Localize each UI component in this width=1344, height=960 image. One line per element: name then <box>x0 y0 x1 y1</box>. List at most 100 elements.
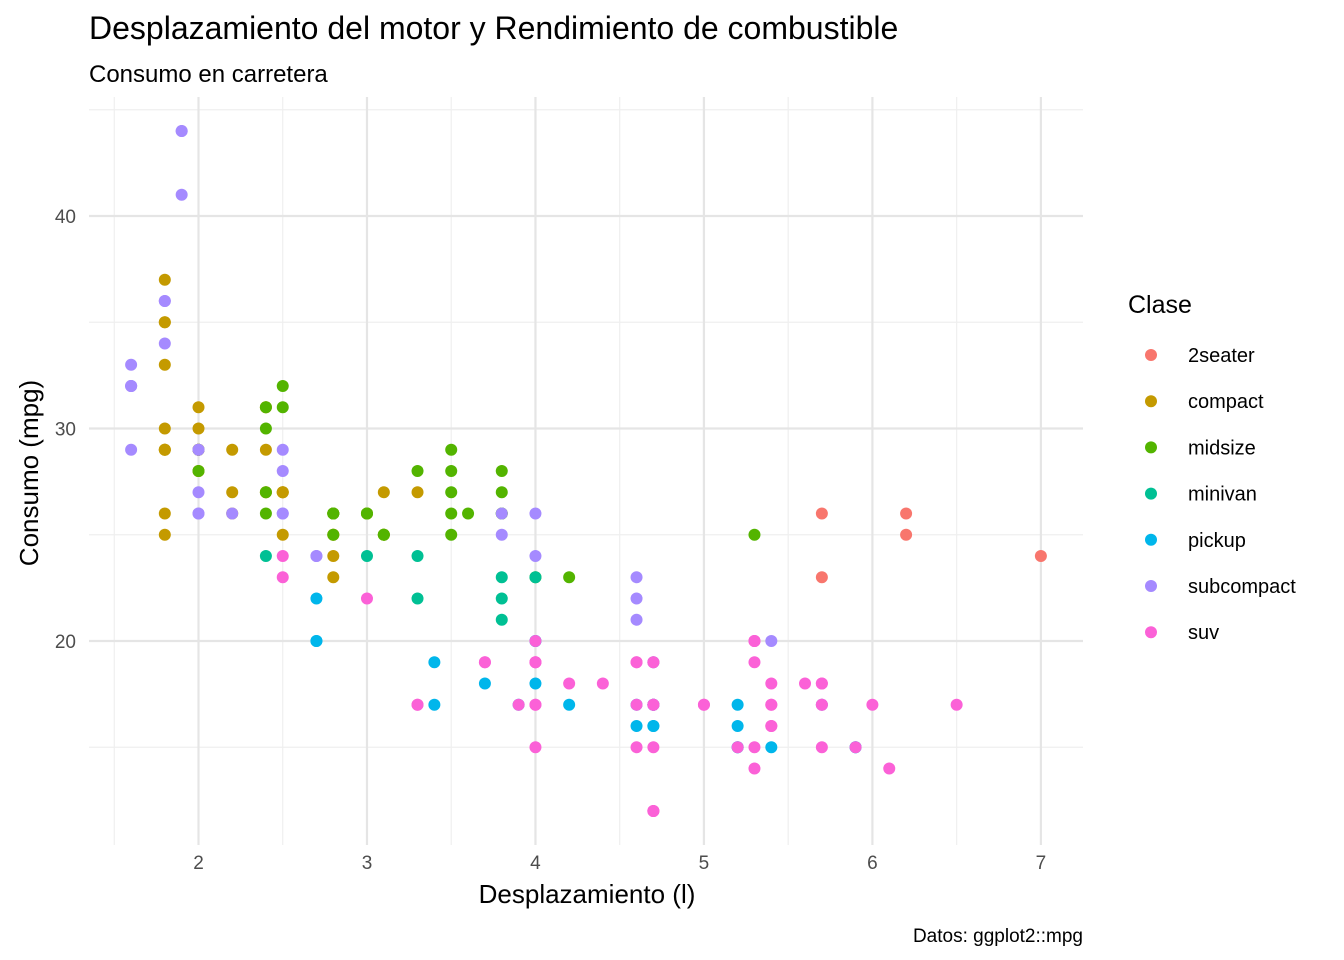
data-point <box>276 507 289 520</box>
data-point <box>883 762 896 775</box>
data-point <box>630 592 643 605</box>
legend-title: Clase <box>1128 291 1192 319</box>
data-point <box>125 443 138 456</box>
data-point <box>276 465 289 477</box>
y-axis-title: Consumo (mpg) <box>14 380 44 566</box>
y-tick-label: 30 <box>55 420 76 441</box>
legend-label: suv <box>1188 622 1219 644</box>
data-point <box>630 720 643 732</box>
legend-items: 2seater compact midsize minivan pickup subcom… <box>1145 345 1296 644</box>
data-point <box>259 401 272 414</box>
legend-item-compact: compact <box>1145 391 1264 413</box>
data-point <box>529 507 542 520</box>
data-point <box>495 613 508 626</box>
y-tick-label: 40 <box>55 207 76 228</box>
legend: Clase 2seater compact midsize minivan pickup… <box>1128 291 1296 644</box>
data-point <box>478 677 491 690</box>
data-point <box>478 656 491 669</box>
chart-subtitle: Consumo en carretera <box>89 61 328 88</box>
data-point <box>630 656 643 669</box>
data-point <box>630 698 643 711</box>
data-point <box>360 507 373 520</box>
data-point <box>192 486 205 499</box>
data-point <box>596 677 609 690</box>
data-point <box>563 698 576 711</box>
data-point <box>276 401 289 414</box>
data-point <box>192 422 205 435</box>
data-point <box>158 507 171 520</box>
data-point <box>495 571 508 584</box>
data-point <box>158 443 171 456</box>
data-point <box>192 443 205 456</box>
data-point <box>276 528 289 541</box>
data-point <box>411 550 424 562</box>
data-point <box>765 720 778 732</box>
series-subcompact <box>125 125 778 647</box>
legend-item-2seater: 2seater <box>1145 345 1255 367</box>
legend-label: subcompact <box>1188 576 1296 598</box>
data-point <box>765 677 778 690</box>
chart-caption: Datos: ggplot2::mpg <box>913 926 1083 947</box>
data-point <box>445 443 458 456</box>
data-point <box>158 358 171 371</box>
data-point <box>765 741 778 754</box>
x-tick-label: 5 <box>699 853 710 874</box>
data-point <box>495 507 508 520</box>
data-point <box>647 741 660 754</box>
data-point <box>900 528 913 541</box>
data-point <box>529 698 542 711</box>
data-point <box>259 550 272 562</box>
data-point <box>158 316 171 329</box>
data-point <box>647 698 660 711</box>
major-gridlines <box>89 97 1083 845</box>
series-pickup <box>310 592 862 754</box>
data-point <box>360 550 373 562</box>
data-point <box>276 380 289 392</box>
data-point <box>529 677 542 690</box>
data-point <box>900 507 913 520</box>
legend-label: pickup <box>1188 530 1246 552</box>
data-point <box>512 698 525 711</box>
data-point <box>125 358 138 371</box>
x-tick-label: 7 <box>1036 853 1047 874</box>
data-point <box>158 295 171 307</box>
data-point <box>748 762 761 775</box>
data-point <box>259 486 272 499</box>
y-axis-tick-labels: 20 30 40 <box>55 207 76 653</box>
data-point <box>276 571 289 584</box>
data-point <box>310 592 323 605</box>
data-point <box>495 486 508 499</box>
data-point <box>563 571 576 584</box>
legend-key <box>1145 487 1157 500</box>
series-suv <box>276 550 963 817</box>
data-point <box>276 486 289 499</box>
legend-key <box>1145 441 1157 454</box>
data-point <box>411 592 424 605</box>
data-point <box>495 465 508 477</box>
data-point <box>360 592 373 605</box>
data-point <box>563 677 576 690</box>
data-point <box>731 720 744 732</box>
data-point <box>310 550 323 562</box>
data-point <box>428 656 441 669</box>
legend-key <box>1145 626 1157 639</box>
data-points <box>125 125 1047 817</box>
data-point <box>529 571 542 584</box>
legend-item-minivan: minivan <box>1145 484 1257 506</box>
data-point <box>125 380 138 392</box>
data-point <box>327 507 340 520</box>
data-point <box>748 741 761 754</box>
x-axis-title: Desplazamiento (l) <box>479 879 696 909</box>
data-point <box>815 698 828 711</box>
data-point <box>327 571 340 584</box>
data-point <box>815 677 828 690</box>
data-point <box>1034 550 1047 562</box>
data-point <box>495 528 508 541</box>
legend-label: compact <box>1188 391 1264 413</box>
data-point <box>226 486 239 499</box>
legend-item-pickup: pickup <box>1145 530 1246 552</box>
data-point <box>647 720 660 732</box>
data-point <box>192 465 205 477</box>
data-point <box>748 656 761 669</box>
legend-item-subcompact: subcompact <box>1145 576 1296 598</box>
